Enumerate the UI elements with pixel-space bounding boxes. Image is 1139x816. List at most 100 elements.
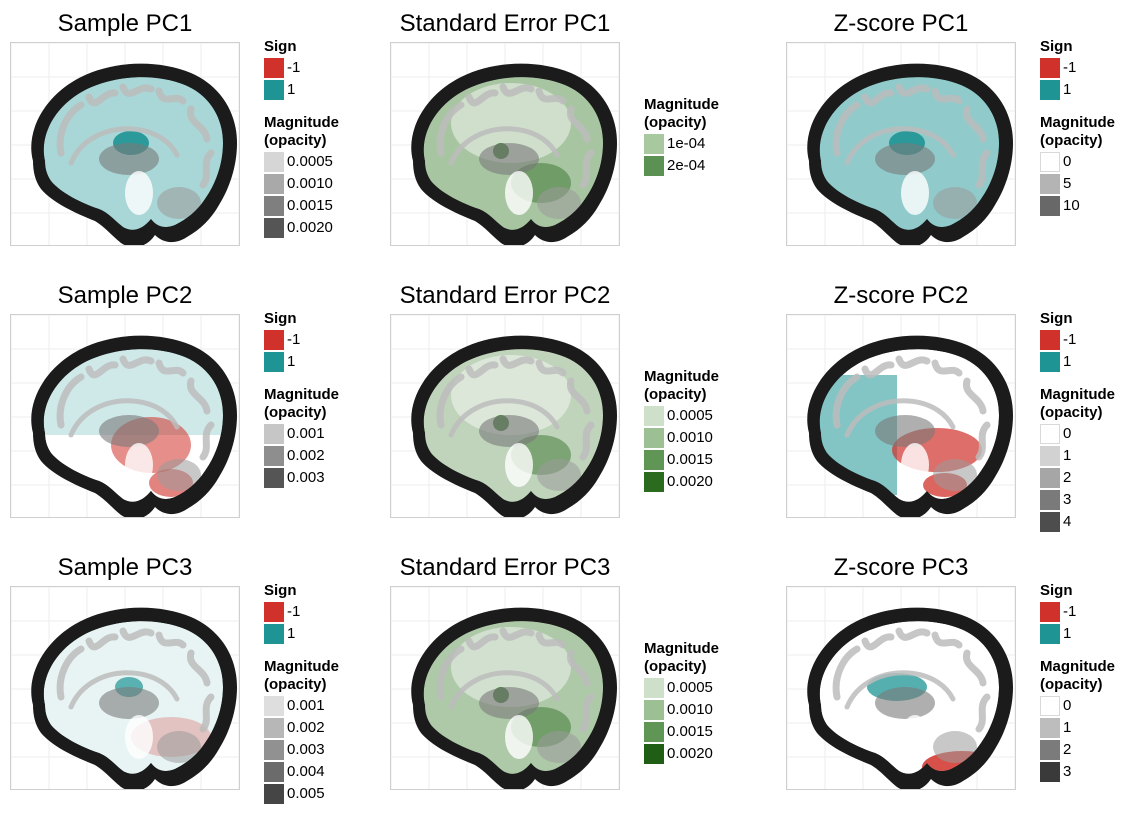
legend-label: 0.0005	[667, 406, 713, 424]
legend-label: 2e-04	[667, 156, 706, 174]
legend-magnitude-item: 0.0020	[644, 743, 759, 764]
brain-image	[390, 586, 620, 790]
legend-label: -1	[287, 330, 301, 348]
legend-magnitude-title: Magnitude	[264, 658, 339, 675]
legend-swatch	[264, 329, 284, 350]
legend-magnitude-title: Magnitude	[644, 640, 719, 657]
legend-swatch	[644, 155, 664, 176]
legend-label: 0.0010	[667, 700, 713, 718]
legend-label: 0.003	[287, 468, 325, 486]
legend-magnitude-item: 4	[1040, 511, 1139, 532]
legend-label: 1	[1063, 624, 1072, 642]
legend-swatch	[264, 423, 284, 444]
brain-deep-structures	[479, 687, 581, 763]
legend-swatch	[264, 445, 284, 466]
legend-swatch	[644, 677, 664, 698]
legend-magnitude-title: (opacity)	[264, 404, 327, 421]
legend-magnitude-item: 0	[1040, 423, 1139, 444]
brain-gray-matter	[436, 83, 595, 189]
legend-magnitude-title: Magnitude	[264, 386, 339, 403]
legend-sign-item: 1	[1040, 351, 1139, 372]
panel-z-pc2: Z-score PC2 Sign -1 1 Magnitude (opacity) 0 1 2 3…	[776, 272, 1139, 544]
legend-swatch	[1040, 623, 1060, 644]
legend: Magnitude (opacity) 1e-04 2e-04	[644, 96, 759, 176]
legend-magnitude-item: 1	[1040, 717, 1139, 738]
legend-label: 0.0015	[287, 196, 333, 214]
legend-swatch	[1040, 739, 1060, 760]
brain-image	[390, 314, 620, 518]
legend-swatch	[264, 695, 284, 716]
legend: Sign -1 1 Magnitude (opacity) 0.001 0.002 0.003…	[264, 582, 379, 804]
legend-magnitude-item: 2e-04	[644, 155, 759, 176]
brain-deep-structures	[99, 415, 201, 491]
legend-swatch	[1040, 761, 1060, 782]
legend-magnitude: Magnitude (opacity) 0.001 0.002 0.003	[264, 386, 379, 488]
legend-magnitude-title: (opacity)	[264, 676, 327, 693]
panel-title: Standard Error PC3	[399, 554, 611, 581]
legend-magnitude: Magnitude (opacity) 0.0005 0.0010 0.0015 0.00…	[644, 640, 759, 764]
brain-gray-matter	[832, 627, 991, 733]
legend-swatch	[644, 449, 664, 470]
panel-title: Sample PC3	[57, 554, 193, 581]
panel-se-pc3: Standard Error PC3 Magnitude (opacity) 0.00…	[380, 544, 760, 816]
legend-sign: Sign -1 1	[1040, 310, 1139, 372]
legend-swatch	[644, 699, 664, 720]
legend-sign-item: 1	[1040, 79, 1139, 100]
legend: Magnitude (opacity) 0.0005 0.0010 0.0015 0.00…	[644, 640, 759, 764]
legend-swatch	[1040, 195, 1060, 216]
legend-label: 1	[1063, 446, 1072, 464]
legend-magnitude-item: 0	[1040, 695, 1139, 716]
legend-label: 3	[1063, 490, 1072, 508]
legend-swatch	[264, 783, 284, 804]
panel-sample-pc3: Sample PC3 Sign -1 1 Magnitude (opacity) 0.001…	[0, 544, 380, 816]
brain-gray-matter	[832, 83, 991, 189]
legend-magnitude: Magnitude (opacity) 0.001 0.002 0.003 0.004 0.…	[264, 658, 379, 804]
legend-label: 0	[1063, 424, 1072, 442]
legend-magnitude-item: 3	[1040, 489, 1139, 510]
legend-swatch	[644, 405, 664, 426]
legend-sign-title: Sign	[264, 38, 297, 55]
legend-swatch	[264, 79, 284, 100]
legend-label: 0.0020	[667, 472, 713, 490]
legend-magnitude-item: 0.005	[264, 783, 379, 804]
legend-swatch	[1040, 329, 1060, 350]
legend-magnitude: Magnitude (opacity) 0.0005 0.0010 0.0015 0.00…	[644, 368, 759, 492]
legend-label: 0.005	[287, 784, 325, 802]
legend-swatch	[264, 173, 284, 194]
legend-magnitude: Magnitude (opacity) 0.0005 0.0010 0.0015 0.00…	[264, 114, 379, 238]
legend-swatch	[1040, 601, 1060, 622]
legend-magnitude-item: 2	[1040, 739, 1139, 760]
brain-image	[10, 314, 240, 518]
legend-swatch	[1040, 445, 1060, 466]
legend-label: 3	[1063, 762, 1072, 780]
legend-sign: Sign -1 1	[264, 582, 379, 644]
legend-magnitude-title: (opacity)	[644, 658, 707, 675]
legend-swatch	[264, 623, 284, 644]
legend-sign-item: 1	[264, 79, 379, 100]
legend-swatch	[1040, 423, 1060, 444]
legend-sign: Sign -1 1	[264, 310, 379, 372]
legend-magnitude-item: 1	[1040, 445, 1139, 466]
legend-label: 0.004	[287, 762, 325, 780]
legend-magnitude-item: 2	[1040, 467, 1139, 488]
legend-sign: Sign -1 1	[1040, 38, 1139, 100]
legend-label: 0.0005	[287, 152, 333, 170]
legend-magnitude-title: (opacity)	[1040, 404, 1103, 421]
panel-title: Standard Error PC2	[399, 282, 611, 309]
legend-magnitude-item: 0.0005	[644, 405, 759, 426]
legend-label: 0.001	[287, 424, 325, 442]
legend: Magnitude (opacity) 0.0005 0.0010 0.0015 0.00…	[644, 368, 759, 492]
legend-magnitude-item: 0	[1040, 151, 1139, 172]
panel-sample-pc1: Sample PC1 Sign -1 1 Magnitude (opacity) 0.000…	[0, 0, 380, 272]
legend-magnitude-title: Magnitude	[1040, 386, 1115, 403]
legend-magnitude: Magnitude (opacity) 1e-04 2e-04	[644, 96, 759, 176]
brain-gray-matter	[56, 83, 215, 189]
brain-gray-matter	[56, 627, 215, 733]
legend-swatch	[1040, 79, 1060, 100]
legend-magnitude-item: 1e-04	[644, 133, 759, 154]
legend-magnitude-item: 0.003	[264, 739, 379, 760]
legend-sign-item: -1	[1040, 601, 1139, 622]
legend-magnitude-item: 0.0020	[644, 471, 759, 492]
legend-label: 0	[1063, 152, 1072, 170]
legend-sign-title: Sign	[1040, 38, 1073, 55]
